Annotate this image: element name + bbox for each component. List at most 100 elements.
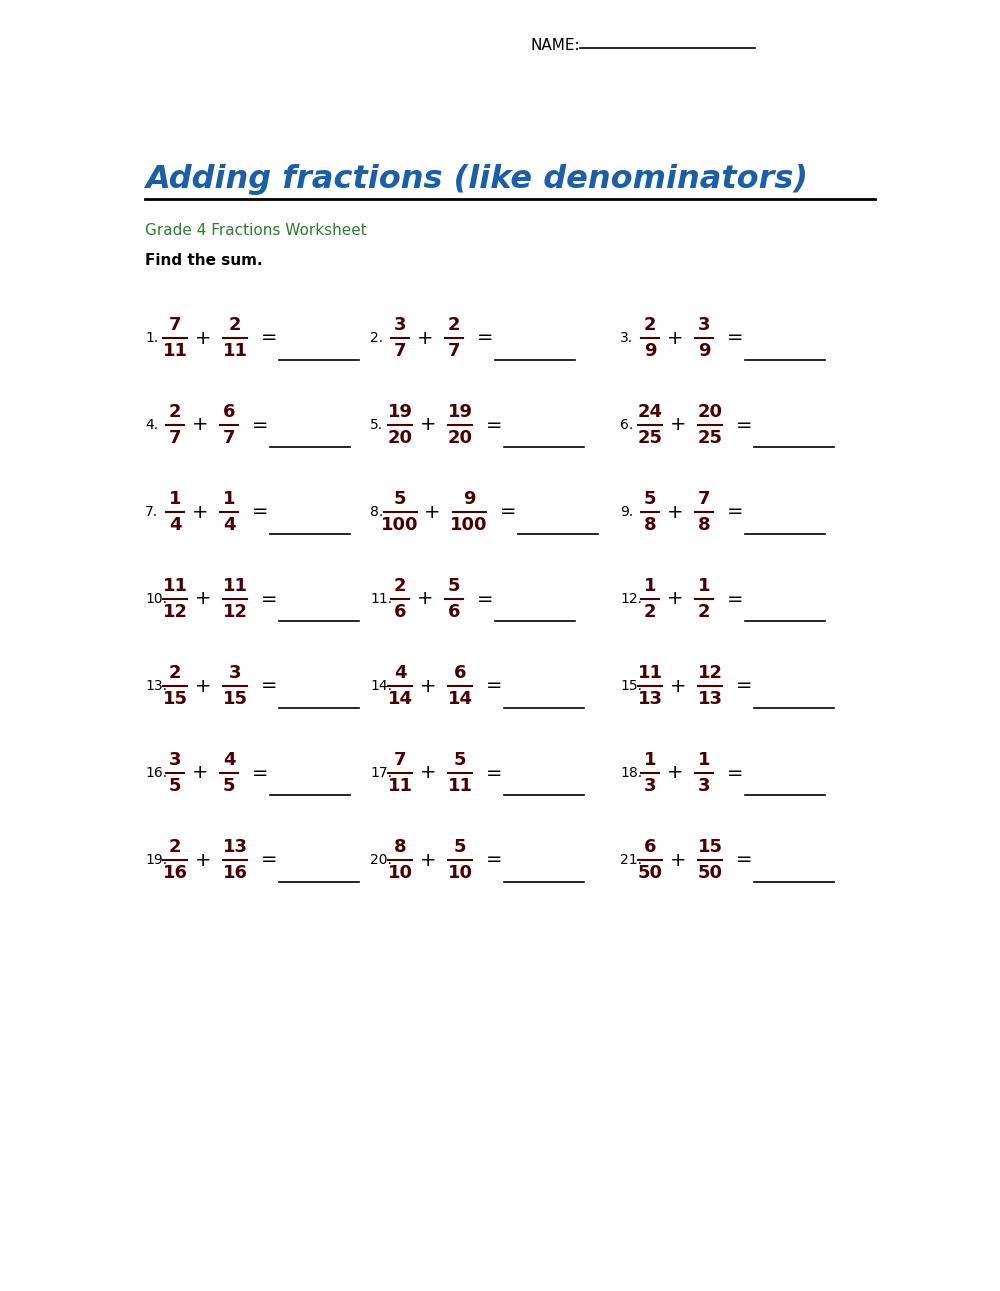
Text: 21.: 21. [620,853,642,868]
Text: 2: 2 [169,403,181,421]
Text: 24: 24 [638,403,662,421]
Text: +: + [667,502,683,522]
Text: 5: 5 [644,491,656,507]
Text: 1: 1 [644,751,656,769]
Text: 1: 1 [169,491,181,507]
Text: 20.: 20. [370,853,392,868]
Text: Find the sum.: Find the sum. [145,253,263,269]
Text: 11: 11 [448,777,473,795]
Text: 10: 10 [388,864,413,882]
Text: 8: 8 [644,516,656,534]
Text: 3: 3 [169,751,181,769]
Text: 2: 2 [394,577,406,595]
Text: 14.: 14. [370,679,392,693]
Text: 5.: 5. [370,418,383,432]
Text: 5: 5 [169,777,181,795]
Text: =: = [477,590,494,608]
Text: 13: 13 [698,689,722,707]
Text: 1: 1 [698,751,710,769]
Text: 5: 5 [394,491,406,507]
Text: +: + [192,763,208,782]
Text: 4: 4 [394,664,406,682]
Text: 8: 8 [698,516,710,534]
Text: +: + [670,851,686,870]
Text: 11: 11 [388,777,413,795]
Text: 9: 9 [698,342,710,360]
Text: 3: 3 [229,664,241,682]
Text: =: = [727,763,744,782]
Text: 13: 13 [222,838,248,856]
Text: =: = [486,676,503,696]
Text: =: = [727,502,744,522]
Text: +: + [667,328,683,347]
Text: 1: 1 [698,577,710,595]
Text: 4: 4 [223,516,235,534]
Text: 11: 11 [222,577,248,595]
Text: 11.: 11. [370,593,392,605]
Text: 15: 15 [698,838,722,856]
Text: =: = [736,676,753,696]
Text: 1.: 1. [145,330,158,345]
Text: 100: 100 [450,516,488,534]
Text: +: + [424,502,441,522]
Text: 2: 2 [169,664,181,682]
Text: 4: 4 [169,516,181,534]
Text: 2: 2 [698,603,710,621]
Text: 14: 14 [388,689,413,707]
Text: 6: 6 [454,664,466,682]
Text: 3: 3 [698,316,710,334]
Text: 16: 16 [222,864,248,882]
Text: 50: 50 [638,864,662,882]
Text: NAME:: NAME: [530,37,580,53]
Text: 2: 2 [229,316,241,334]
Text: 15: 15 [222,689,248,707]
Text: 12.: 12. [620,593,642,605]
Text: 3.: 3. [620,330,633,345]
Text: 50: 50 [698,864,722,882]
Text: 5: 5 [454,751,466,769]
Text: =: = [736,851,753,870]
Text: +: + [667,590,683,608]
Text: +: + [417,590,433,608]
Text: 8: 8 [394,838,406,856]
Text: 7: 7 [223,429,235,447]
Text: +: + [420,416,436,435]
Text: =: = [252,416,268,435]
Text: +: + [195,590,211,608]
Text: 2: 2 [644,316,656,334]
Text: 6: 6 [223,403,235,421]
Text: 12: 12 [162,603,188,621]
Text: Grade 4 Fractions Worksheet: Grade 4 Fractions Worksheet [145,223,367,238]
Text: 16.: 16. [145,766,167,780]
Text: 11: 11 [222,342,248,360]
Text: =: = [252,502,268,522]
Text: 7: 7 [169,316,181,334]
Text: 20: 20 [698,403,722,421]
Text: 20: 20 [448,429,473,447]
Text: +: + [670,676,686,696]
Text: 6: 6 [448,603,460,621]
Text: 2: 2 [448,316,460,334]
Text: 5: 5 [448,577,460,595]
Text: 5: 5 [223,777,235,795]
Text: 15.: 15. [620,679,642,693]
Text: 12: 12 [698,664,722,682]
Text: 10.: 10. [145,593,167,605]
Text: 7: 7 [394,342,406,360]
Text: +: + [192,502,208,522]
Text: +: + [667,763,683,782]
Text: 19: 19 [448,403,473,421]
Text: +: + [420,851,436,870]
Text: 12: 12 [222,603,248,621]
Text: 7: 7 [698,491,710,507]
Text: =: = [486,851,503,870]
Text: 19: 19 [388,403,413,421]
Text: +: + [670,416,686,435]
Text: 7: 7 [394,751,406,769]
Text: Adding fractions (like denominators): Adding fractions (like denominators) [145,164,808,195]
Text: 3: 3 [698,777,710,795]
Text: 5: 5 [454,838,466,856]
Text: 25: 25 [698,429,722,447]
Text: =: = [261,328,278,347]
Text: =: = [261,590,278,608]
